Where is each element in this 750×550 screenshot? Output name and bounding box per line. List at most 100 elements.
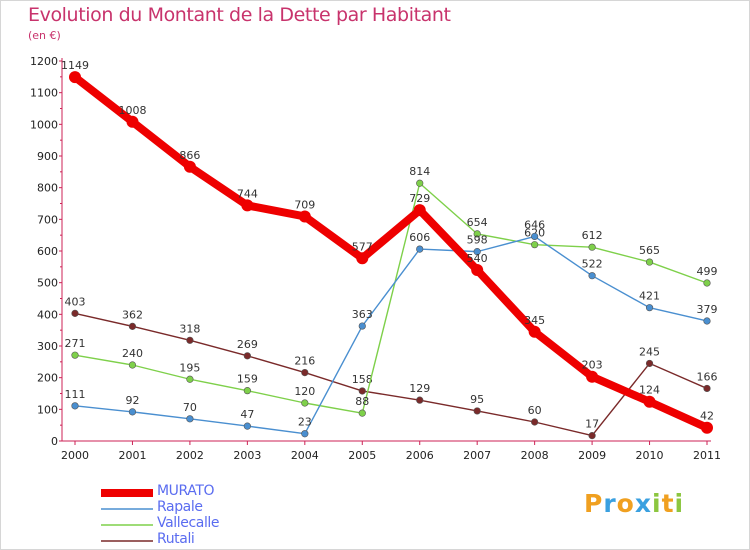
y-tick-label: 300 <box>37 340 58 353</box>
data-label-murato: 866 <box>179 149 200 162</box>
logo-letter: t <box>661 489 675 518</box>
x-tick-label: 2005 <box>348 449 376 462</box>
data-label-murato: 1149 <box>61 59 89 72</box>
data-point-rapale <box>128 408 137 416</box>
y-tick-label: 600 <box>37 245 58 258</box>
data-point-rutali <box>128 322 137 330</box>
data-label-murato: 577 <box>352 240 373 253</box>
data-label-rapale: 23 <box>298 416 312 429</box>
data-point-murato <box>528 325 541 338</box>
data-label-vallecalle: 120 <box>294 385 315 398</box>
data-label-rutali: 403 <box>65 295 86 308</box>
data-point-rutali <box>243 352 251 360</box>
data-label-murato: 744 <box>237 187 258 200</box>
logo-letter: o <box>616 489 635 518</box>
series-line-rutali <box>74 312 708 437</box>
data-label-murato: 729 <box>409 192 430 205</box>
data-label-murato: 42 <box>700 410 714 423</box>
data-point-vallecalle <box>645 258 654 266</box>
data-label-rapale: 522 <box>582 258 603 271</box>
logo-letter: i <box>674 489 685 518</box>
x-tick-label: 2009 <box>578 449 606 462</box>
legend-label-rapale: Rapale <box>157 499 203 515</box>
data-point-rapale <box>473 248 481 256</box>
data-label-vallecalle: 195 <box>179 361 200 374</box>
data-point-rapale <box>531 232 539 241</box>
y-tick-label: 900 <box>37 150 58 163</box>
data-point-rapale <box>416 245 424 253</box>
y-tick-label: 1000 <box>30 118 58 131</box>
proxiti-logo: Proxiti <box>584 489 684 518</box>
data-point-vallecalle <box>243 387 251 395</box>
y-tick-label: 1100 <box>30 87 58 100</box>
data-label-rapale: 111 <box>65 388 86 401</box>
x-tick-label: 2008 <box>521 449 549 462</box>
data-point-rapale <box>358 322 366 330</box>
x-tick-label: 2001 <box>118 449 146 462</box>
data-point-rutali <box>301 369 309 377</box>
data-label-rapale: 606 <box>409 231 430 244</box>
data-label-murato: 345 <box>524 314 545 327</box>
data-point-vallecalle <box>301 399 309 407</box>
data-label-vallecalle: 240 <box>122 347 143 360</box>
logo-letter: i <box>652 489 662 518</box>
data-point-rutali <box>703 384 711 393</box>
y-tick-label: 800 <box>37 182 58 195</box>
data-label-murato: 709 <box>294 198 315 211</box>
data-label-rutali: 60 <box>528 404 542 417</box>
data-point-murato <box>298 210 311 223</box>
x-tick-label: 2003 <box>233 449 261 462</box>
legend-label-murato: MURATO <box>157 483 215 499</box>
data-point-rutali <box>71 309 79 317</box>
data-label-rutali: 269 <box>237 338 258 351</box>
data-label-vallecalle: 565 <box>639 244 660 257</box>
y-tick-label: 100 <box>37 403 58 416</box>
data-label-rapale: 363 <box>352 308 373 321</box>
data-label-vallecalle: 271 <box>65 337 86 350</box>
data-point-murato <box>356 252 369 265</box>
series-line-murato <box>71 73 711 432</box>
data-label-rutali: 158 <box>352 373 373 386</box>
data-label-vallecalle: 654 <box>467 216 488 229</box>
y-tick-label: 500 <box>37 277 58 290</box>
x-tick-label: 2000 <box>61 449 89 462</box>
data-point-rapale <box>243 422 251 430</box>
data-label-vallecalle: 499 <box>697 265 718 278</box>
data-point-vallecalle <box>588 243 596 251</box>
data-label-rutali: 318 <box>179 322 200 335</box>
data-point-vallecalle <box>703 279 711 287</box>
y-tick-label: 1200 <box>30 55 58 68</box>
data-label-rapale: 92 <box>125 394 139 407</box>
data-label-vallecalle: 159 <box>237 373 258 386</box>
data-point-vallecalle <box>71 351 79 359</box>
data-label-rapale: 379 <box>697 303 718 316</box>
data-label-vallecalle: 814 <box>409 165 430 178</box>
data-point-vallecalle <box>416 179 424 187</box>
data-point-murato <box>241 199 254 212</box>
data-label-murato: 540 <box>467 252 488 265</box>
data-point-murato <box>701 421 713 434</box>
data-point-rutali <box>645 359 654 368</box>
y-tick-label: 400 <box>37 308 58 321</box>
data-point-rapale <box>703 317 711 325</box>
legend-label-rutali: Rutali <box>157 531 195 547</box>
series-line-rapale <box>74 235 708 435</box>
data-point-rapale <box>301 430 309 438</box>
data-label-rapale: 646 <box>524 218 545 231</box>
data-point-rutali <box>531 418 539 426</box>
x-tick-label: 2004 <box>291 449 319 462</box>
data-label-rutali: 362 <box>122 308 143 321</box>
data-point-murato <box>586 370 599 383</box>
data-label-rapale: 598 <box>467 234 488 247</box>
data-label-rutali: 216 <box>294 355 315 368</box>
data-point-rapale <box>186 415 194 423</box>
data-point-rutali <box>588 432 596 440</box>
data-label-rutali: 129 <box>409 382 430 395</box>
chart-subtitle: (en €) <box>28 29 61 42</box>
data-point-rutali <box>358 387 366 395</box>
data-label-murato: 124 <box>639 384 660 397</box>
x-tick-label: 2006 <box>406 449 434 462</box>
x-tick-label: 2011 <box>693 449 721 462</box>
data-label-rutali: 17 <box>585 418 599 431</box>
